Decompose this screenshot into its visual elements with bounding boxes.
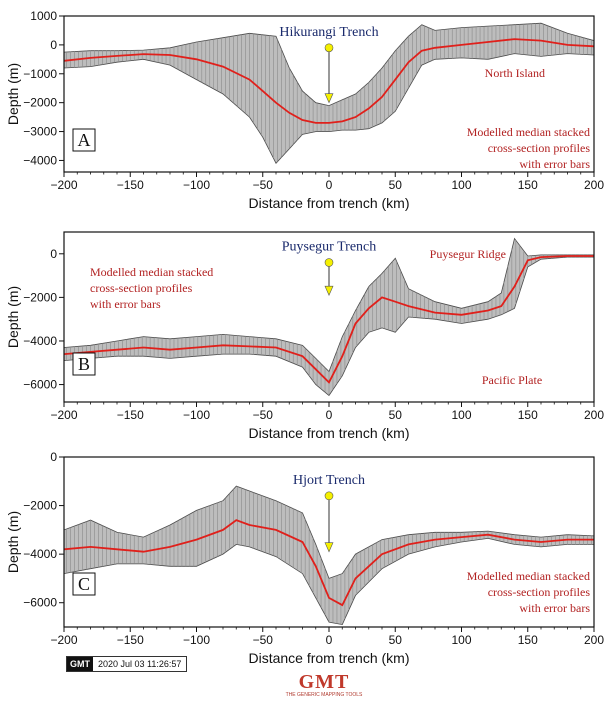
annotation-text: North Island: [485, 66, 545, 80]
x-tick-label: 100: [451, 178, 471, 192]
x-tick-label: 0: [326, 633, 333, 647]
x-tick-label: 150: [518, 408, 538, 422]
trench-arrow-head: [324, 285, 334, 296]
panel-letter-box: [72, 128, 96, 152]
plot-area: [64, 22, 594, 164]
x-tick-label: −50: [253, 178, 274, 192]
trench-arrow-head: [324, 93, 334, 104]
x-tick-label: 0: [326, 408, 333, 422]
x-tick-label: 150: [518, 633, 538, 647]
y-tick-label: 0: [50, 450, 57, 464]
y-tick-label: 0: [50, 247, 57, 261]
trench-arrow-head: [324, 542, 334, 553]
x-tick-label: 50: [389, 408, 403, 422]
y-axis-title: Depth (m): [5, 63, 21, 125]
trench-label: Puysegur Trench: [282, 240, 377, 255]
y-axis-title: Depth (m): [5, 286, 21, 348]
annotation-text: Modelled median stacked: [467, 125, 590, 139]
y-tick-label: 1000: [30, 9, 57, 23]
trench-marker-circle: [324, 491, 334, 501]
y-tick-label: −3000: [23, 125, 57, 139]
y-tick-label: −4000: [23, 547, 57, 561]
error-band: [64, 22, 594, 164]
y-tick-label: −2000: [23, 290, 57, 304]
x-tick-label: 50: [389, 178, 403, 192]
x-axis-title: Distance from trench (km): [248, 425, 409, 441]
median-line: [64, 519, 594, 607]
gmt-logo-subtitle: THE GENERIC MAPPING TOOLS: [285, 692, 363, 698]
y-tick-label: −1000: [23, 67, 57, 81]
panel-letter: A: [78, 130, 91, 150]
annotation-text: Puysegur Ridge: [430, 247, 506, 261]
y-tick-label: −2000: [23, 96, 57, 110]
trench-marker-circle: [324, 43, 334, 53]
x-tick-label: −100: [183, 178, 210, 192]
x-tick-label: 100: [451, 633, 471, 647]
gmt-badge: GMT: [67, 657, 93, 671]
plot-area: [64, 237, 594, 397]
gmt-timestamp-stamp: GMT 2020 Jul 03 11:26:57: [66, 656, 188, 672]
gmt-logo: GMT THE GENERIC MAPPING TOOLS: [284, 672, 364, 704]
annotation-text: with error bars: [90, 297, 161, 311]
annotation-text: with error bars: [519, 157, 590, 171]
panel-letter-box: [72, 352, 96, 376]
median-line: [64, 38, 594, 124]
trench-marker-circle: [324, 258, 334, 267]
annotation-text: cross-section profiles: [90, 281, 193, 295]
panel-letter: B: [78, 354, 90, 374]
x-tick-label: 200: [584, 178, 604, 192]
y-tick-label: −2000: [23, 499, 57, 513]
trench-label: Hjort Trench: [293, 473, 365, 488]
trench-label: Hikurangi Trench: [279, 25, 378, 40]
annotation-text: Pacific Plate: [482, 373, 542, 387]
x-tick-label: −150: [117, 633, 144, 647]
gmt-logo-mark: GMT: [298, 671, 350, 693]
x-tick-label: −200: [50, 178, 77, 192]
annotation-text: cross-section profiles: [488, 585, 591, 599]
x-tick-label: −150: [117, 408, 144, 422]
x-tick-label: −200: [50, 633, 77, 647]
panel-b: −200 −150 −100 −50 0 50 100 150 200 0 −2000 −4000 −6…: [5, 231, 604, 441]
x-tick-label: 50: [389, 633, 403, 647]
panel-letter: C: [78, 574, 90, 594]
x-tick-label: 0: [326, 178, 333, 192]
y-tick-label: −4000: [23, 334, 57, 348]
panel-c: −200 −150 −100 −50 0 50 100 150 200 0 −2000 −4000 −6…: [5, 450, 604, 666]
x-tick-label: −100: [183, 633, 210, 647]
annotation-text: Modelled median stacked: [90, 265, 213, 279]
x-axis-title: Distance from trench (km): [248, 195, 409, 211]
y-tick-label: −4000: [23, 153, 57, 167]
y-axis-title: Depth (m): [5, 511, 21, 573]
y-tick-label: 0: [50, 38, 57, 52]
panel-letter-box: [72, 572, 96, 596]
y-tick-label: −6000: [23, 378, 57, 392]
annotation-text: Modelled median stacked: [467, 569, 590, 583]
x-tick-label: −200: [50, 408, 77, 422]
x-tick-label: −50: [253, 408, 274, 422]
panel-a: −200 −150 −100 −50 0 50 100 150 200 1000 0 −1000 −20…: [5, 9, 604, 211]
x-tick-label: −100: [183, 408, 210, 422]
annotation-text: cross-section profiles: [488, 141, 591, 155]
annotation-text: with error bars: [519, 601, 590, 615]
x-tick-label: 100: [451, 408, 471, 422]
x-tick-label: 200: [584, 408, 604, 422]
median-line: [64, 255, 594, 384]
y-tick-label: −6000: [23, 596, 57, 610]
x-tick-label: −150: [117, 178, 144, 192]
x-axis-title: Distance from trench (km): [248, 650, 409, 666]
x-tick-label: 200: [584, 633, 604, 647]
plot-area: [64, 485, 594, 626]
x-tick-label: 150: [518, 178, 538, 192]
timestamp-text: 2020 Jul 03 11:26:57: [98, 659, 182, 669]
x-tick-label: −50: [253, 633, 274, 647]
